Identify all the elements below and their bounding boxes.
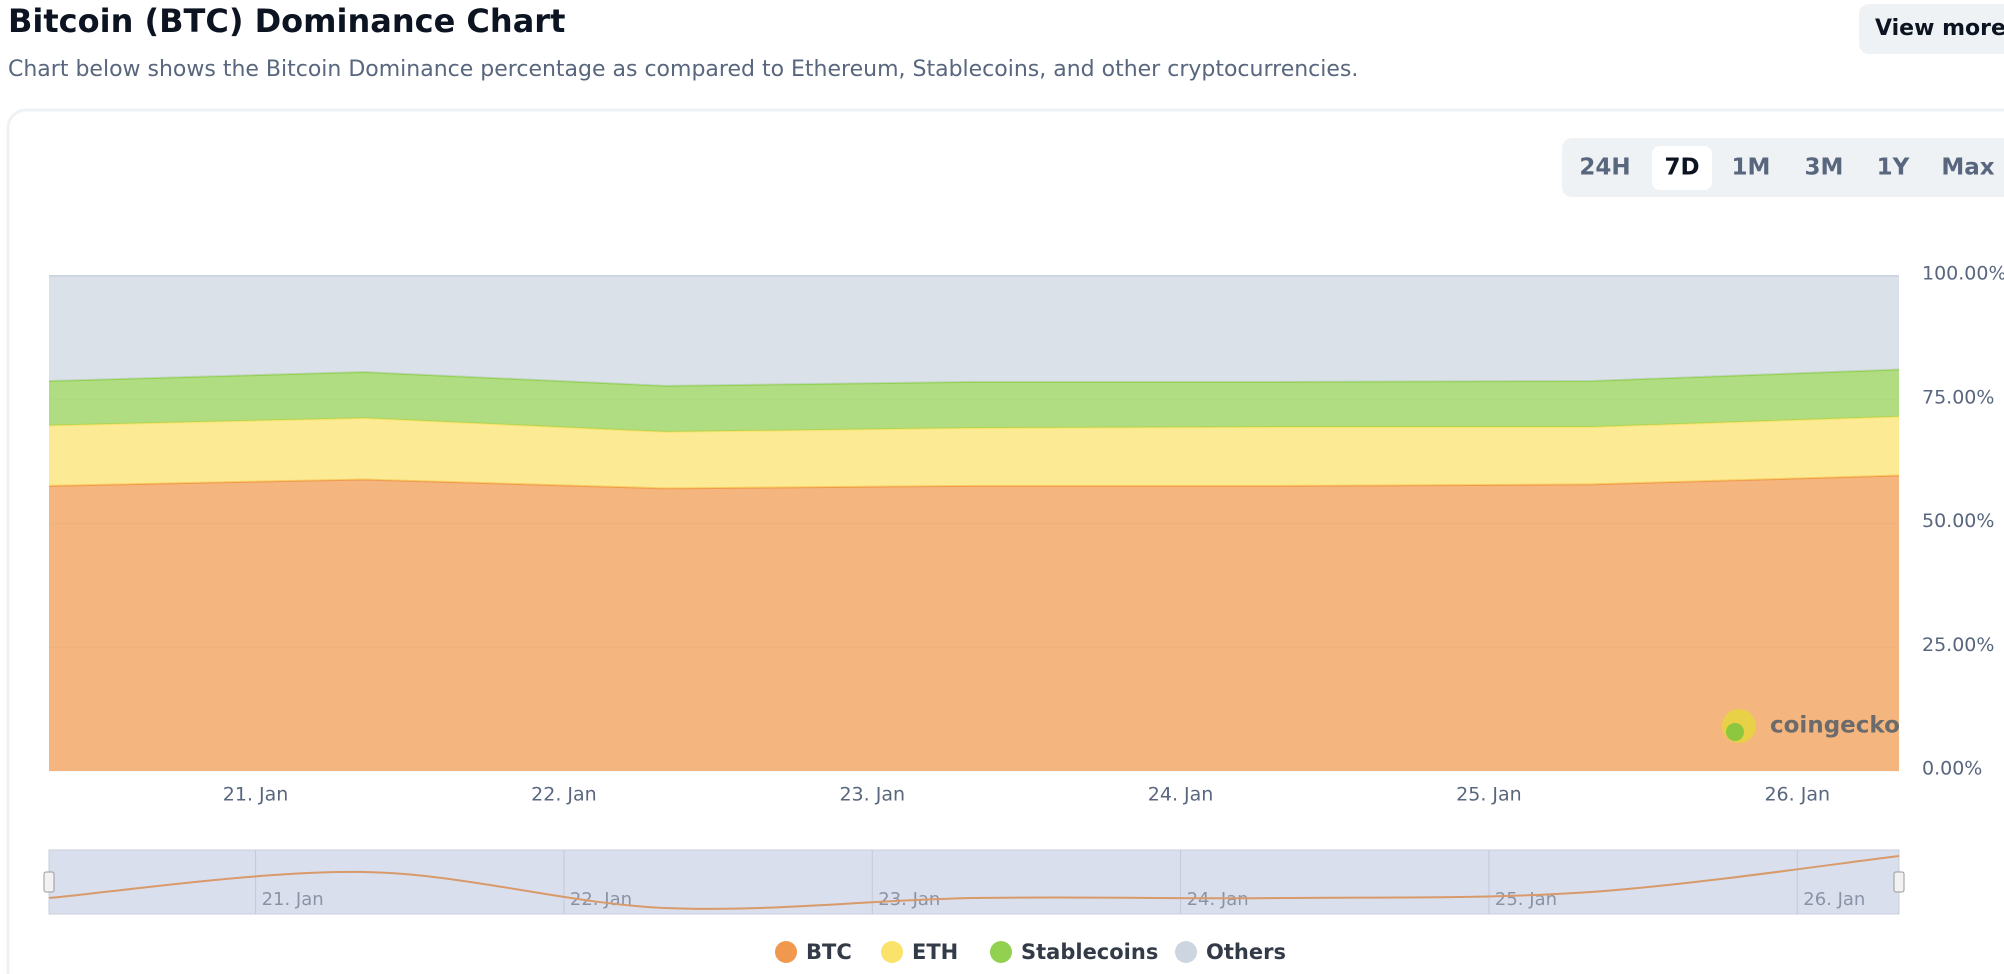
x-tick-label: 22. Jan [531, 784, 597, 806]
watermark-logo-inner [1726, 723, 1744, 741]
legend-marker[interactable] [775, 941, 797, 963]
legend-label[interactable]: BTC [806, 940, 852, 964]
legend-marker[interactable] [1175, 941, 1197, 963]
navigator [48, 849, 1900, 915]
x-tick-label: 23. Jan [839, 784, 905, 806]
x-tick-label: 21. Jan [223, 784, 289, 806]
navigator-handle[interactable] [1893, 871, 1905, 893]
area [49, 369, 1899, 432]
x-tick-label: 26. Jan [1764, 784, 1830, 806]
area [49, 416, 1899, 489]
page-subtitle: Chart below shows the Bitcoin Dominance … [8, 57, 1358, 82]
view-more-button[interactable] [1859, 4, 2004, 54]
view-more-label[interactable]: View more [1875, 16, 2004, 41]
legend-marker[interactable] [990, 941, 1012, 963]
x-tick-label: 25. Jan [1456, 784, 1522, 806]
navigator-tick-label: 24. Jan [1187, 889, 1249, 910]
range-button[interactable]: 3M [1805, 155, 1844, 181]
y-tick-label: 25.00% [1922, 634, 1994, 656]
y-tick-label: 100.00% [1922, 263, 2004, 285]
y-tick-label: 0.00% [1922, 758, 1982, 780]
range-button-active[interactable] [1652, 146, 1712, 190]
navigator-handle[interactable] [43, 871, 55, 893]
navigator-tick-label: 21. Jan [262, 889, 324, 910]
range-button[interactable]: Max [1941, 155, 1994, 181]
legend-marker[interactable] [881, 941, 903, 963]
navigator-line [48, 855, 1900, 910]
legend-label[interactable]: ETH [912, 940, 958, 964]
range-button[interactable]: 1M [1732, 155, 1771, 181]
x-tick-label: 24. Jan [1148, 784, 1214, 806]
navigator-tick-label: 26. Jan [1803, 889, 1865, 910]
legend-label[interactable]: Stablecoins [1021, 940, 1158, 964]
navigator-tick-label: 25. Jan [1495, 889, 1557, 910]
range-button[interactable]: 7D [1664, 155, 1699, 181]
page-title: Bitcoin (BTC) Dominance Chart [8, 2, 565, 40]
area [49, 475, 1899, 771]
legend-label[interactable]: Others [1206, 940, 1286, 964]
watermark: coingecko [1770, 713, 1900, 739]
y-tick-label: 75.00% [1922, 386, 1994, 408]
range-button[interactable]: 1Y [1877, 155, 1910, 181]
area [49, 276, 1899, 386]
y-tick-label: 50.00% [1922, 510, 1994, 532]
range-button[interactable]: 24H [1579, 155, 1630, 181]
